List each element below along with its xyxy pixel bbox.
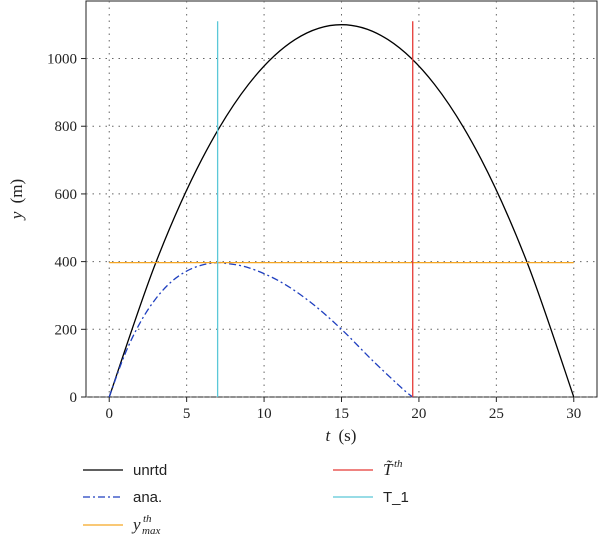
y-tick-label: 200	[55, 322, 78, 338]
x-tick-label: 0	[105, 406, 113, 422]
x-tick-label: 15	[334, 406, 349, 422]
ticks: 0 5 10 15 20 25 30 0 200 400 600 800 1000	[47, 52, 581, 422]
series-line-ana	[108, 261, 414, 398]
series-line-unrtd	[108, 24, 575, 398]
y-tick-label: 1000	[47, 52, 77, 68]
y-tick-label: 0	[70, 390, 78, 406]
x-tick-label: 10	[257, 406, 272, 422]
legend-label-unrtd: unrtd	[133, 462, 167, 479]
legend-label-ymax: y	[131, 515, 141, 534]
legend: unrtd ana. y th max T̃ th T_1	[83, 458, 409, 537]
x-axis-var: t	[326, 426, 332, 445]
y-axis-var: y	[7, 211, 26, 221]
legend-tth-sup: th	[394, 458, 403, 470]
legend-ymax-sup: th	[143, 513, 152, 525]
y-axis-title: y (m)	[7, 179, 26, 221]
y-axis-unit: (m)	[7, 179, 26, 204]
legend-label-tth: T̃	[383, 460, 394, 479]
y-tick-label: 600	[55, 187, 78, 203]
grid	[86, 1, 597, 398]
legend-label-ana: ana.	[133, 489, 162, 506]
legend-ymax-base: y	[131, 515, 141, 534]
x-axis-title: t (s)	[326, 426, 357, 445]
x-tick-label: 20	[411, 406, 426, 422]
x-tick-label: 25	[489, 406, 504, 422]
series-layer	[108, 21, 575, 398]
legend-label-t1: T_1	[383, 489, 409, 506]
y-tick-label: 400	[55, 255, 78, 271]
x-tick-label: 30	[566, 406, 581, 422]
legend-ymax-sub: max	[142, 525, 160, 537]
y-tick-label: 800	[55, 119, 78, 135]
x-tick-label: 5	[183, 406, 191, 422]
x-axis-unit: (s)	[339, 426, 357, 445]
